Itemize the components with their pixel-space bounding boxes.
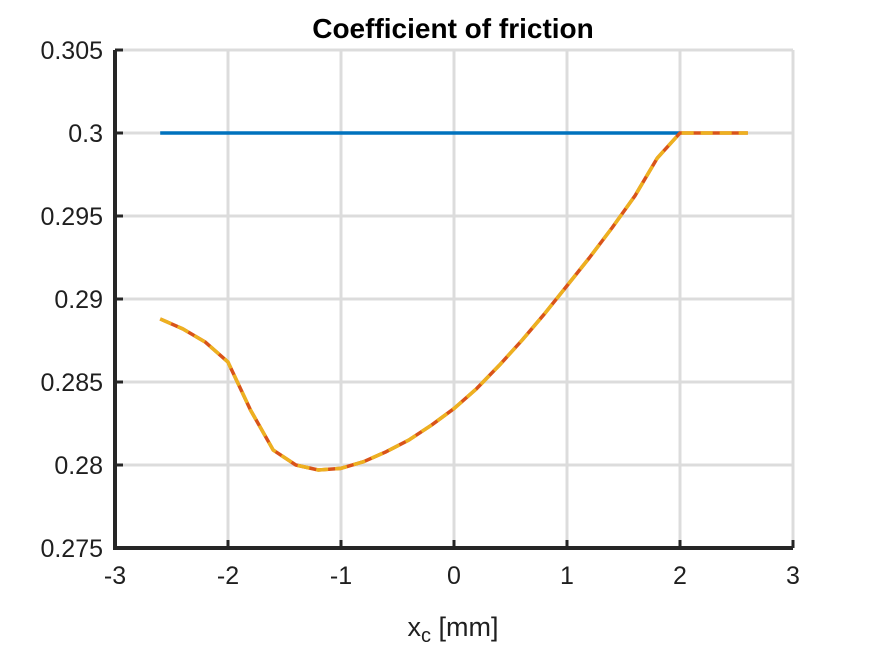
tick-labels: -3 -2 -1 0 1 2 3 0.275 0.28 0.285 0.29 0.295 0.3 0.30… — [40, 37, 800, 590]
x-tick-label: 1 — [560, 562, 574, 590]
x-tick-label: -2 — [217, 562, 239, 590]
y-tick-label: 0.28 — [54, 452, 103, 480]
chart-title: Coefficient of friction — [312, 13, 594, 44]
series-group — [159, 131, 748, 472]
x-axis-label-subscript: c — [421, 625, 431, 647]
y-tick-label: 0.3 — [68, 120, 103, 148]
y-tick-label: 0.305 — [40, 37, 103, 65]
x-tick-label: 2 — [673, 562, 687, 590]
x-tick-label: -1 — [330, 562, 352, 590]
x-tick-label: -3 — [104, 562, 126, 590]
y-tick-label: 0.285 — [40, 369, 103, 397]
x-axis-label: xc [mm] — [408, 612, 499, 647]
y-tick-label: 0.29 — [54, 286, 103, 314]
series-line-3 — [159, 131, 748, 472]
y-tick-label: 0.295 — [40, 203, 103, 231]
x-tick-label: 3 — [786, 562, 800, 590]
y-tick-label: 0.275 — [40, 535, 103, 563]
x-tick-label: 0 — [447, 562, 461, 590]
grid — [113, 48, 795, 550]
x-axis-label-unit: [mm] — [431, 612, 499, 642]
axes — [113, 48, 795, 550]
x-axis-label-main: x — [408, 612, 422, 642]
